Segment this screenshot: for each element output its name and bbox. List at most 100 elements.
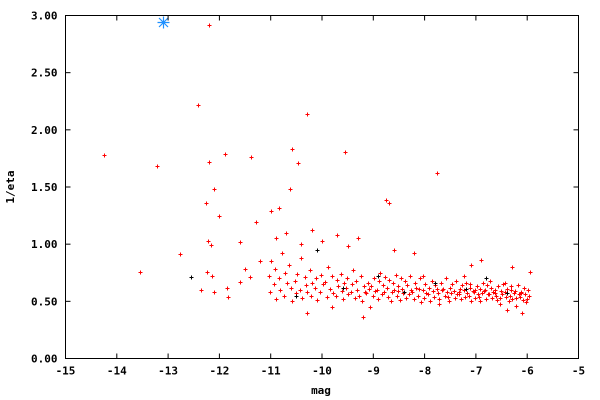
- data-point: [430, 279, 435, 284]
- data-point: [367, 287, 372, 292]
- data-point: [504, 295, 509, 300]
- data-point: [381, 283, 386, 288]
- x-tick-label: -12: [209, 365, 229, 378]
- data-point: [372, 276, 377, 281]
- data-point: [304, 283, 309, 288]
- data-point: [268, 290, 273, 295]
- data-point: [458, 287, 463, 292]
- x-tick-label: -5: [572, 365, 585, 378]
- data-point: [509, 284, 514, 289]
- data-point: [212, 187, 217, 192]
- data-point: [496, 284, 501, 289]
- data-point: [293, 279, 298, 284]
- data-point: [528, 270, 533, 275]
- data-point: [396, 284, 401, 289]
- data-point: [500, 292, 505, 297]
- data-point: [285, 281, 290, 286]
- data-point: [368, 305, 373, 310]
- data-point: [296, 161, 301, 166]
- data-point: [402, 290, 407, 295]
- data-point: [483, 288, 488, 293]
- data-point: [371, 294, 376, 299]
- data-point: [210, 274, 215, 279]
- data-point: [385, 286, 390, 291]
- data-point: [448, 286, 453, 291]
- data-point: [526, 288, 531, 293]
- data-point: [356, 236, 361, 241]
- data-point: [396, 289, 401, 294]
- data-point: [503, 281, 508, 286]
- data-point: [355, 288, 360, 293]
- data-point: [437, 297, 442, 302]
- data-point: [468, 282, 473, 287]
- data-point: [389, 299, 394, 304]
- data-point: [433, 281, 438, 286]
- data-point: [392, 248, 397, 253]
- data-point: [346, 292, 351, 297]
- data-point: [452, 289, 457, 294]
- data-point: [364, 291, 369, 296]
- data-point: [463, 295, 468, 300]
- data-point: [350, 282, 355, 287]
- data-point: [507, 299, 512, 304]
- data-point: [313, 286, 318, 291]
- data-point: [410, 290, 415, 295]
- data-point: [278, 288, 283, 293]
- data-point: [357, 294, 362, 299]
- data-point: [513, 289, 518, 294]
- data-point: [391, 281, 396, 286]
- data-point: [390, 290, 395, 295]
- data-point: [258, 259, 263, 264]
- y-tick-label: 3.00: [31, 10, 58, 23]
- y-axis-label: 1/eta: [4, 170, 17, 203]
- data-point: [295, 272, 300, 277]
- data-point: [508, 294, 513, 299]
- data-point: [323, 280, 328, 285]
- data-point: [427, 286, 432, 291]
- data-point: [287, 263, 292, 268]
- data-point: [387, 201, 392, 206]
- data-point: [479, 258, 484, 263]
- x-tick-label: -7: [469, 365, 482, 378]
- data-point: [226, 295, 231, 300]
- data-point: [404, 296, 409, 301]
- data-point: [274, 236, 279, 241]
- data-point: [477, 295, 482, 300]
- data-point: [525, 297, 530, 302]
- data-point: [223, 152, 228, 157]
- data-point: [305, 311, 310, 316]
- data-point: [274, 297, 279, 302]
- data-point: [523, 292, 528, 297]
- data-point: [309, 294, 314, 299]
- x-tick-label: -6: [521, 365, 535, 378]
- data-point: [267, 274, 272, 279]
- data-point: [454, 279, 459, 284]
- data-point: [334, 294, 339, 299]
- data-point: [400, 287, 405, 292]
- data-point: [318, 290, 323, 295]
- data-point: [273, 267, 278, 272]
- data-point: [310, 281, 315, 286]
- data-point: [280, 251, 285, 256]
- data-point: [376, 274, 381, 279]
- data-point: [459, 297, 464, 302]
- data-point: [489, 286, 494, 291]
- data-point: [408, 274, 413, 279]
- data-point: [196, 103, 201, 108]
- data-point: [473, 296, 478, 301]
- data-point: [248, 275, 253, 280]
- data-point: [518, 295, 523, 300]
- data-point: [399, 276, 404, 281]
- data-point: [238, 280, 243, 285]
- data-point: [366, 281, 371, 286]
- data-point: [336, 284, 341, 289]
- data-point: [383, 275, 388, 280]
- data-point: [398, 298, 403, 303]
- data-point: [314, 276, 319, 281]
- data-point: [436, 291, 441, 296]
- data-point: [376, 297, 381, 302]
- data-point: [205, 270, 210, 275]
- data-point: [435, 171, 440, 176]
- data-point: [269, 259, 274, 264]
